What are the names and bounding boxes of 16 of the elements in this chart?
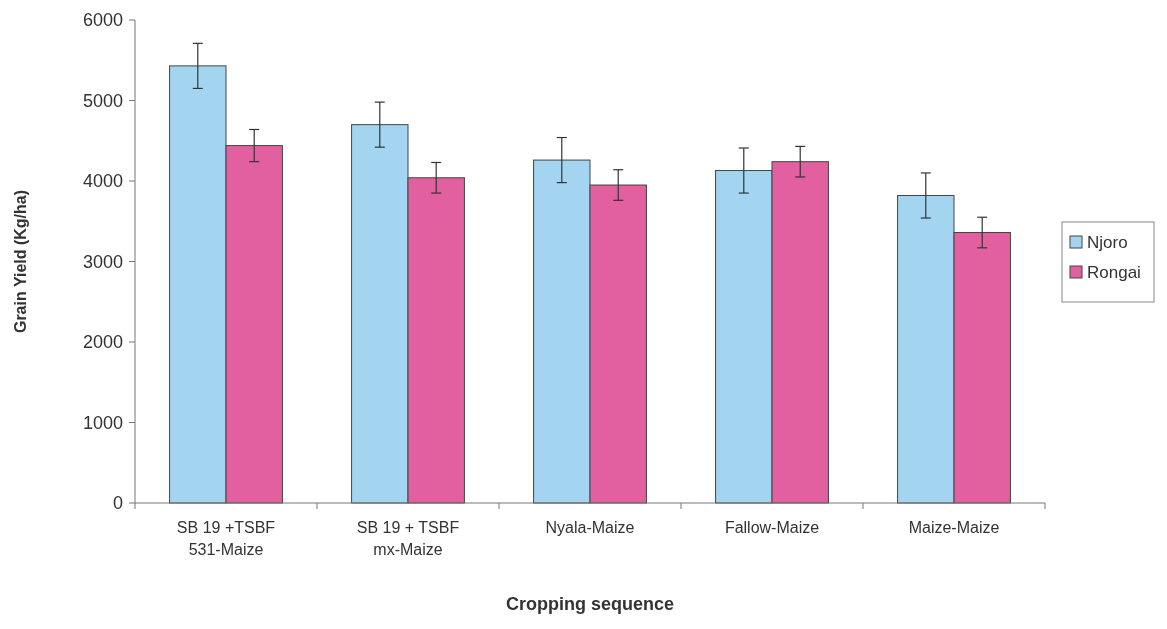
y-tick-label: 1000 bbox=[82, 412, 123, 433]
y-tick-label: 6000 bbox=[82, 10, 123, 31]
x-tick-label: Fallow-Maize bbox=[724, 519, 820, 536]
x-tick-label: SB 19 +TSBF 531-Maize bbox=[176, 519, 276, 558]
y-tick-label: 2000 bbox=[82, 332, 123, 353]
y-tick-label: 4000 bbox=[82, 171, 123, 192]
y-tick-label: 3000 bbox=[82, 251, 123, 272]
x-tick-label: Nyala-Maize bbox=[545, 519, 635, 536]
legend-label: Njoro bbox=[1087, 232, 1128, 252]
x-axis-title: Cropping sequence bbox=[505, 594, 675, 614]
x-tick-label: Maize-Maize bbox=[908, 519, 1000, 536]
x-tick-label: SB 19 + TSBF mx-Maize bbox=[356, 519, 460, 558]
legend-label: Rongai bbox=[1087, 262, 1141, 282]
y-tick-label: 5000 bbox=[82, 90, 123, 111]
y-axis-title: Grain Yield (Kg/ha) bbox=[12, 189, 29, 334]
y-tick-label: 0 bbox=[112, 493, 123, 514]
